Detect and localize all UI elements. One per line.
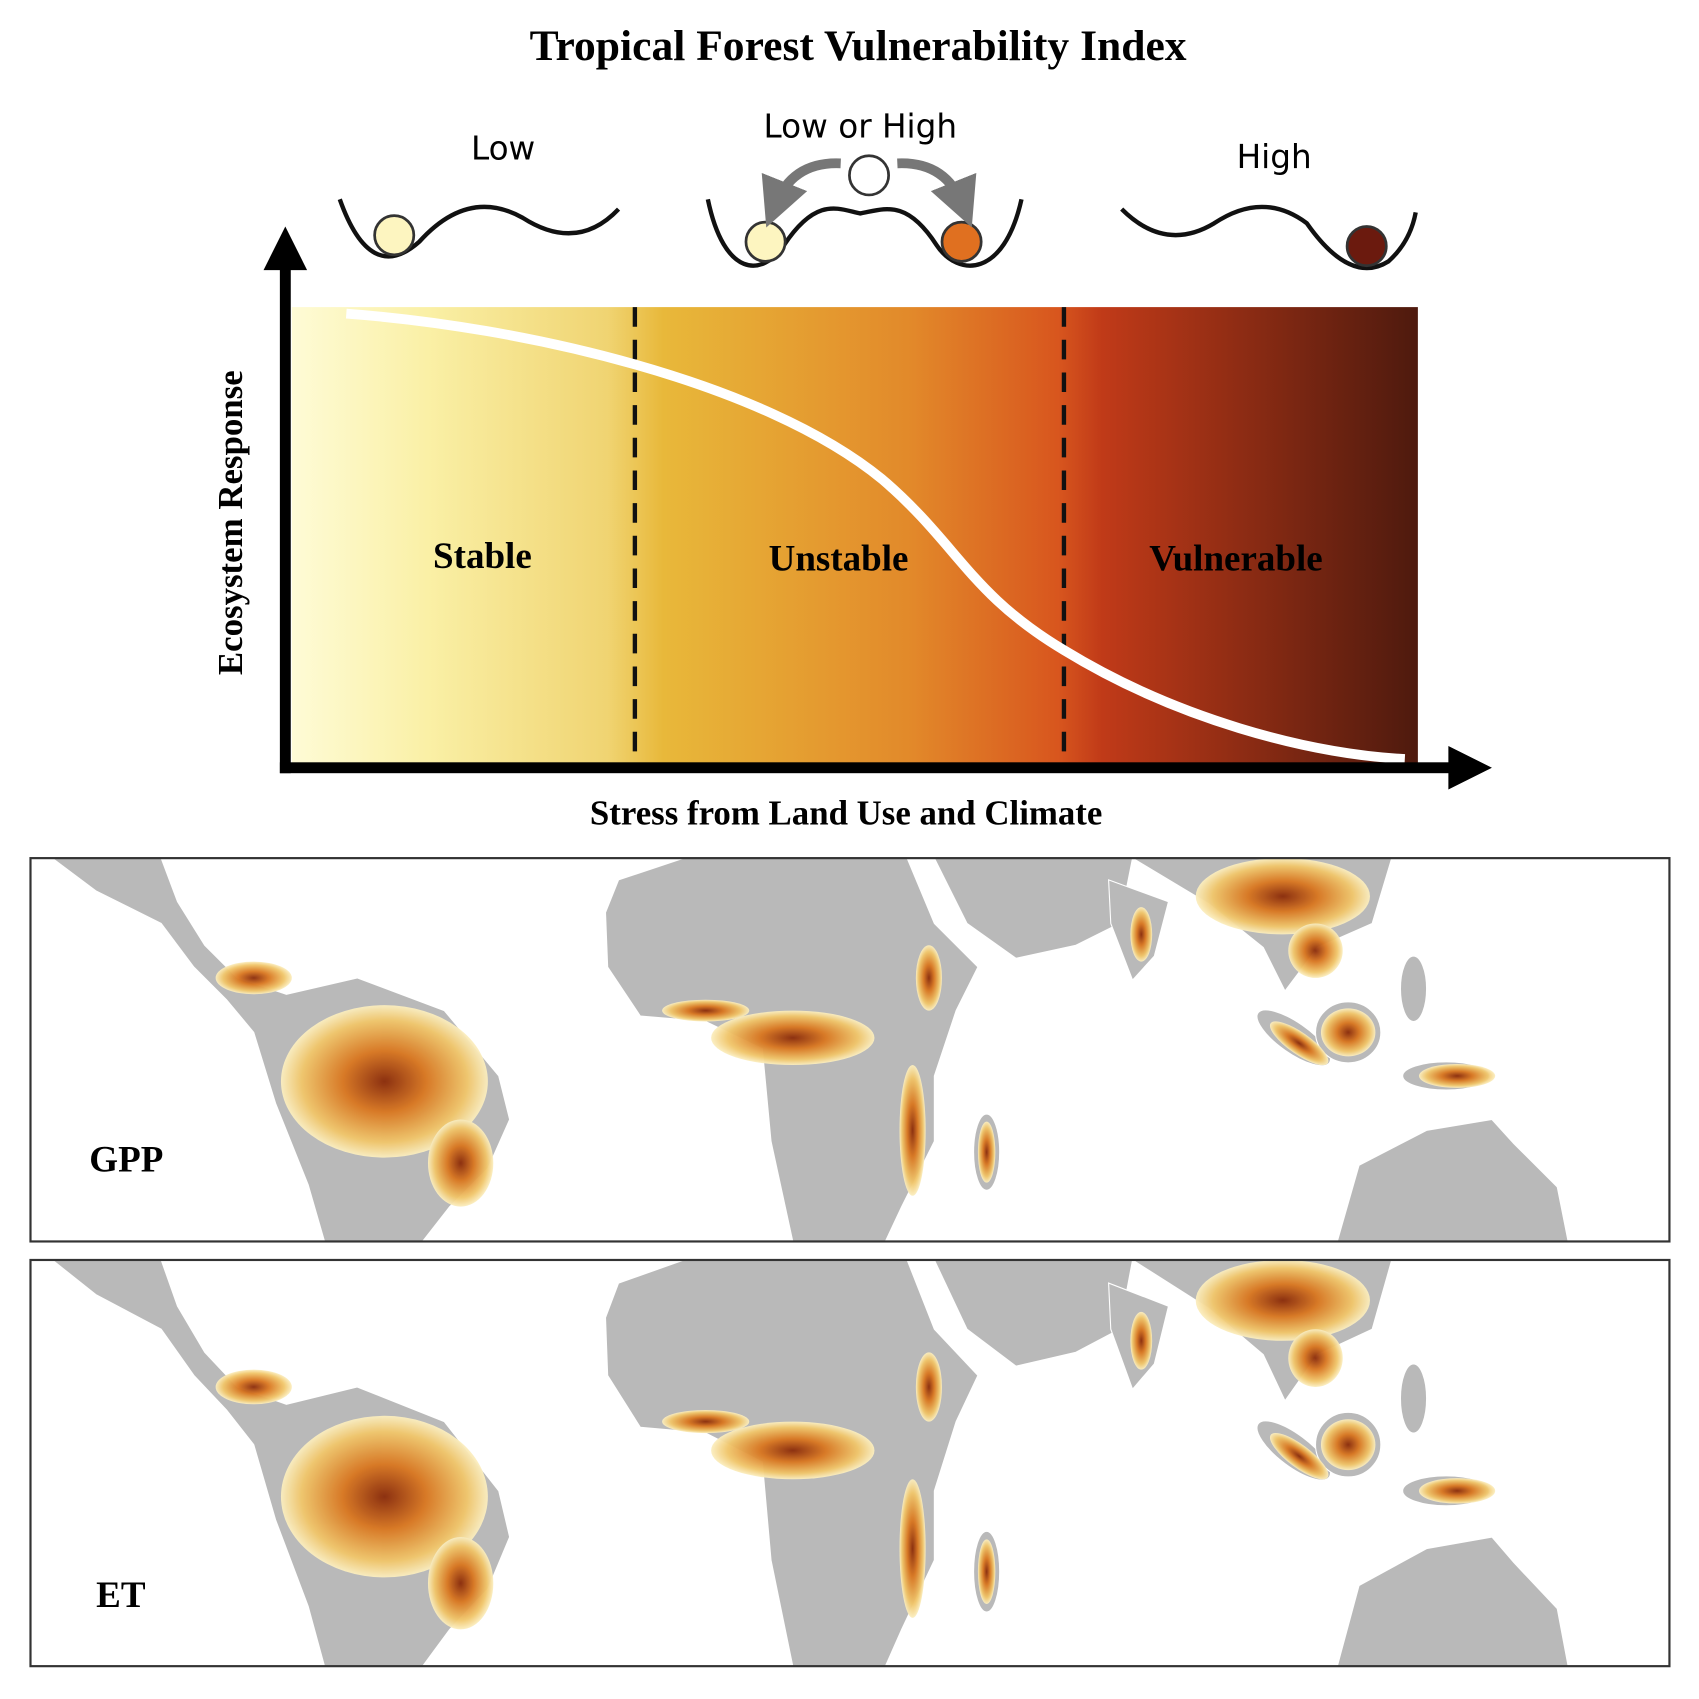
zone-dividers — [632, 307, 1067, 763]
state-label: Low or High — [764, 108, 958, 146]
map-panel: GPP — [29, 857, 1671, 1243]
zone-label: Stable — [433, 536, 532, 577]
map-panel: ET — [29, 1258, 1671, 1668]
response-curve — [345, 308, 1406, 764]
axes — [263, 226, 1492, 790]
gradient-field — [291, 307, 1418, 765]
map-label: ET — [96, 1575, 146, 1616]
transition-arrows — [761, 158, 977, 228]
wells — [337, 198, 1418, 271]
x-axis-label: Stress from Land Use and Climate — [590, 794, 1102, 833]
map-label: GPP — [89, 1140, 163, 1181]
zone-label: Vulnerable — [1149, 538, 1322, 579]
diagram: Tropical Forest Vulnerability Index Low … — [29, 22, 1671, 1668]
zone-label: Unstable — [769, 538, 909, 579]
y-axis-label: Ecosystem Response — [211, 370, 250, 675]
title: Tropical Forest Vulnerability Index — [530, 22, 1187, 70]
state-label: High — [1237, 138, 1312, 176]
balls — [373, 154, 1388, 268]
state-label: Low — [471, 129, 535, 167]
